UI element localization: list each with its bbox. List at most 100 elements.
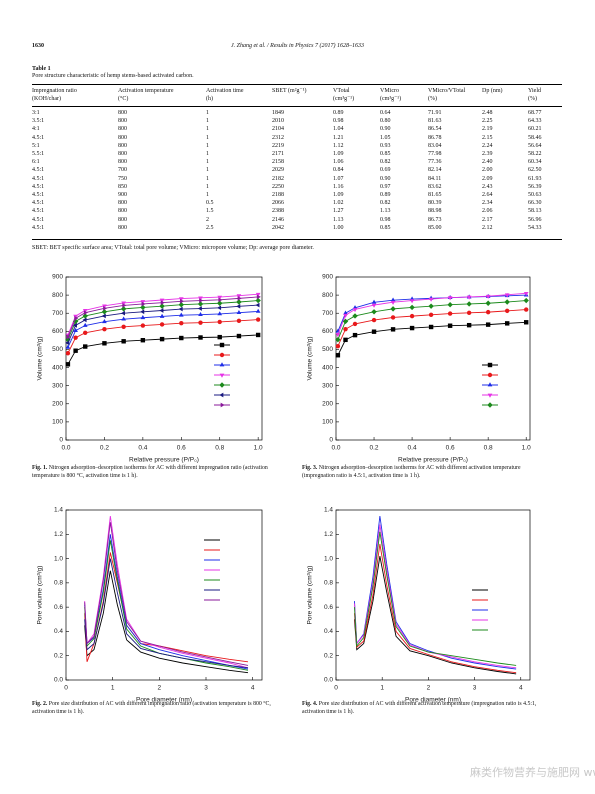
marker [121,324,126,330]
column-header: (%) [428,96,437,102]
table-cell: 0.90 [380,126,391,133]
table-cell: 2.12 [482,224,493,231]
y-axis-label: Pore volume (cm³/g) [37,566,44,625]
table-cell: 84.11 [428,175,442,182]
column-header: (°C) [118,96,129,102]
x-tick-label: 0.8 [484,445,493,452]
marker [485,294,491,299]
figure-caption: Fig. 3. Nitrogen adsorption–desorption i… [302,464,542,480]
table-cell: 2158 [272,159,284,166]
table-cell: 800 [118,151,127,157]
table-cell: 0.98 [380,216,391,223]
marker [82,308,88,314]
marker [65,340,70,346]
marker [121,316,126,321]
marker [447,302,453,308]
marker [159,336,165,342]
marker [159,308,164,313]
table-cell: 68.77 [528,110,542,116]
marker [82,317,87,323]
figure-label: Fig. 3. [302,465,318,471]
marker [466,295,472,300]
marker [523,297,529,304]
table-label: Table 1 [32,66,51,72]
legend-marker [219,362,225,367]
column-header: VMicro [380,88,399,94]
table-cell: 1.13 [380,208,391,215]
y-tick-label: 0.8 [324,580,333,587]
table-cell: 1.00 [333,224,344,231]
figure-label: Fig. 4. [302,701,318,707]
table-cell: 0.5 [206,200,214,207]
series-line [354,531,517,666]
marker [121,301,126,306]
x-tick-label: 0.2 [100,445,109,452]
marker [218,297,223,303]
table-cell: 2219 [272,142,284,149]
marker [217,305,222,311]
column-header: VTotal [333,88,350,94]
x-axis-label: Relative pressure (P/P₀) [129,457,199,464]
marker [197,306,202,311]
marker [83,344,88,349]
marker [390,300,396,305]
legend-marker [219,342,225,348]
table-cell: 2250 [272,183,284,190]
marker [199,298,204,303]
x-tick-label: 1 [380,685,384,692]
y-tick-label: 900 [322,274,333,281]
marker [82,322,88,327]
table-cell: 3.5:1 [32,118,45,125]
journal-header: J. Zhang et al. / Results in Physics 7 (… [231,43,364,49]
table-cell: 58.46 [528,134,542,141]
table-cell: 0.89 [380,192,391,198]
series-line [337,292,527,335]
table-caption: Pore structure characteristic of hemp st… [32,73,194,79]
column-header: (KOH/char) [32,96,61,102]
marker [390,327,396,332]
plot-frame [65,509,263,681]
table-cell: 2388 [272,208,284,215]
marker [140,300,146,305]
series-line [67,304,259,344]
marker [74,315,79,321]
marker [102,304,107,309]
marker [140,323,146,328]
y-tick-label: 1.4 [324,507,333,514]
x-tick-label: 0 [334,685,338,692]
marker [409,299,415,304]
series-line [67,293,259,336]
legend-marker [219,392,224,398]
table-cell: 800 [118,118,127,125]
column-header: Activation temperature [118,88,174,94]
table-cell: 2.64 [482,192,493,198]
table-cell: 1 [206,192,209,198]
x-tick-label: 1 [111,685,115,692]
table-cell: 1 [206,118,209,125]
marker [159,313,165,318]
table-cell: 1.5 [206,208,214,215]
table-cell: 56.96 [528,216,542,223]
table-cell: 2.25 [482,118,493,125]
y-tick-label: 100 [322,419,333,426]
column-header: (cm³g⁻¹) [380,96,402,102]
marker [255,292,261,297]
y-tick-label: 0.4 [324,628,333,635]
x-tick-label: 0.4 [408,445,417,452]
marker [371,309,377,315]
y-tick-label: 200 [322,400,333,407]
y-tick-label: 1.4 [54,507,63,514]
rule [32,106,562,107]
marker [343,326,348,332]
x-axis-label: Pore diameter (nm) [136,697,192,704]
table-cell: 1.05 [380,134,391,141]
marker [523,320,529,325]
table-cell: 0.89 [333,110,344,116]
marker [237,296,242,301]
table-cell: 0.97 [380,183,391,190]
y-tick-label: 1.0 [324,555,333,562]
table-cell: 58.22 [528,151,542,157]
y-tick-label: 0.4 [54,628,63,635]
marker [523,307,529,312]
marker [428,297,434,302]
